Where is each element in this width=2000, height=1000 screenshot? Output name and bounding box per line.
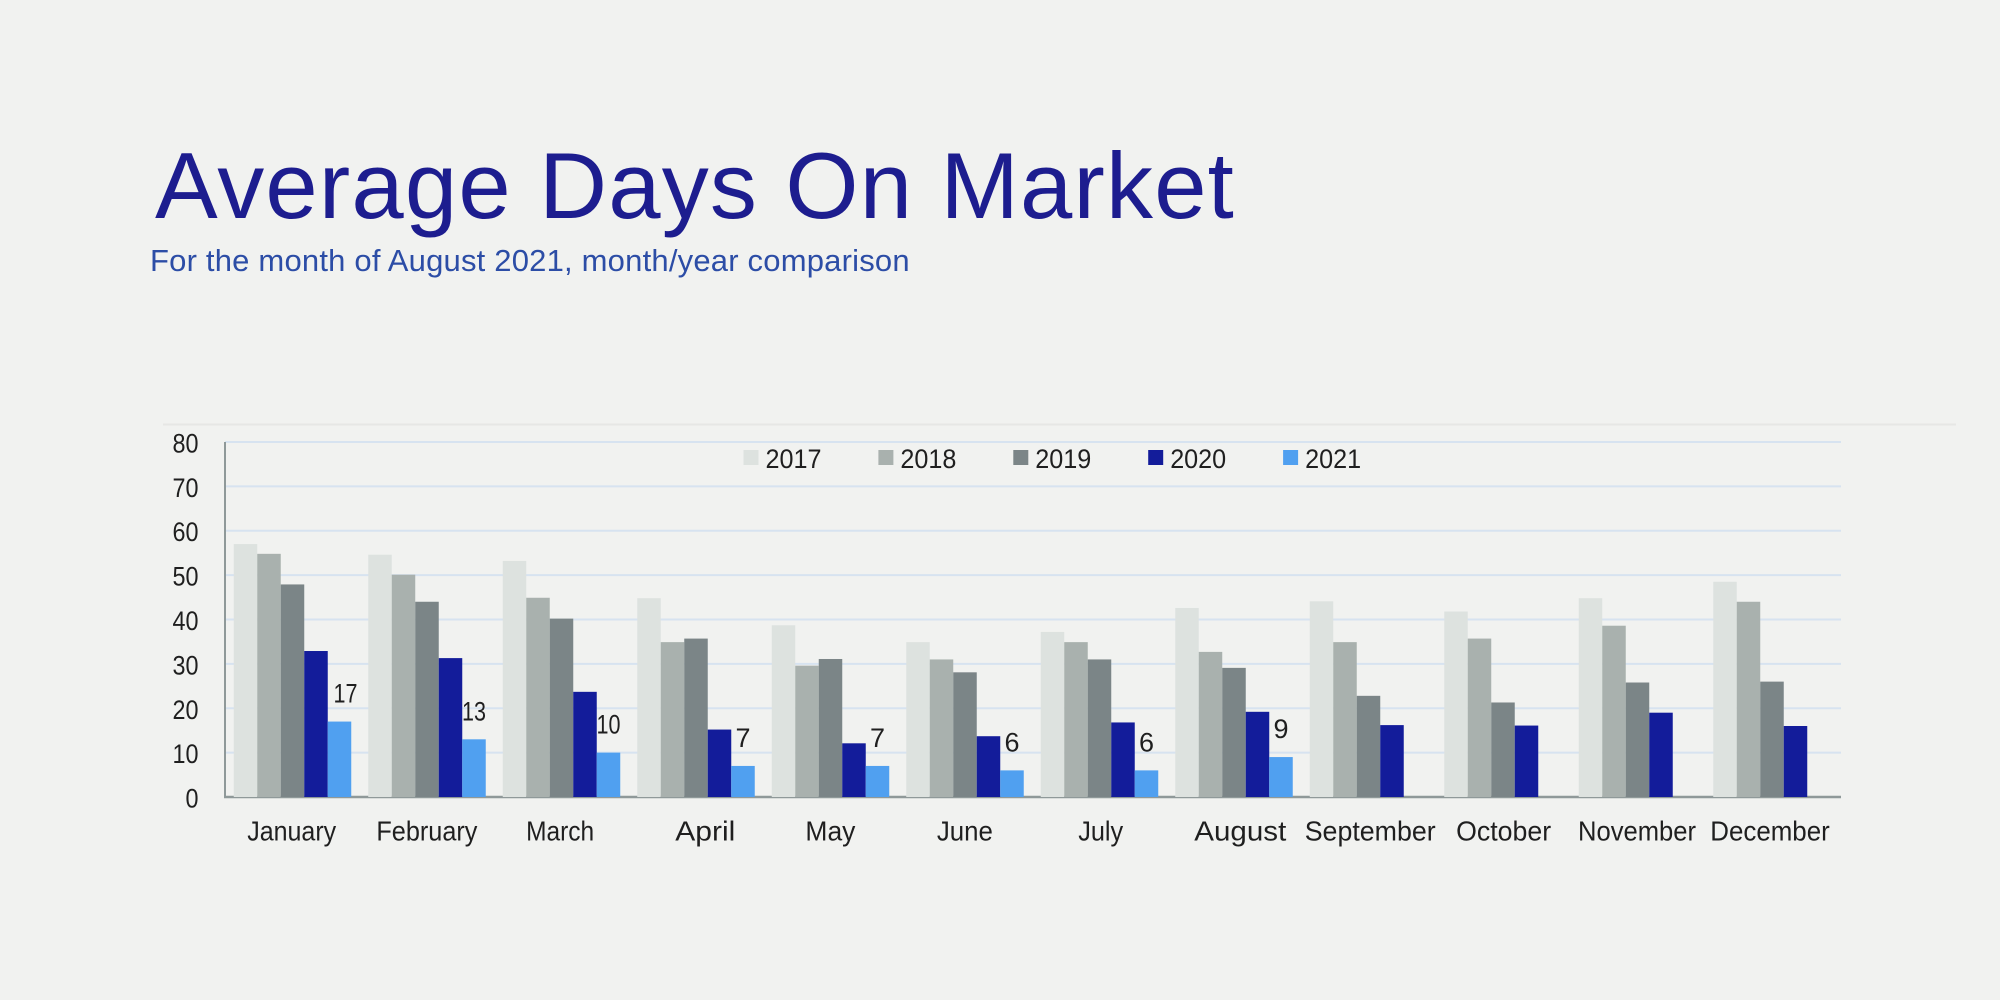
svg-text:40: 40 xyxy=(173,606,199,636)
svg-text:70: 70 xyxy=(173,473,199,503)
svg-text:November: November xyxy=(1578,816,1696,847)
svg-text:6: 6 xyxy=(1004,727,1019,757)
svg-text:7: 7 xyxy=(735,723,750,753)
svg-text:2019: 2019 xyxy=(1035,444,1091,474)
svg-text:9: 9 xyxy=(1273,714,1288,744)
svg-text:7: 7 xyxy=(870,723,885,753)
svg-text:August: August xyxy=(1194,816,1286,847)
svg-text:January: January xyxy=(247,816,336,847)
svg-text:17: 17 xyxy=(334,679,358,709)
svg-text:September: September xyxy=(1305,816,1436,847)
svg-text:February: February xyxy=(376,816,477,847)
svg-text:10: 10 xyxy=(173,739,199,769)
svg-text:2021: 2021 xyxy=(1305,444,1361,474)
svg-text:50: 50 xyxy=(173,562,199,592)
svg-text:October: October xyxy=(1456,816,1551,847)
svg-text:May: May xyxy=(805,816,855,847)
svg-text:April: April xyxy=(675,816,735,847)
svg-text:6: 6 xyxy=(1139,727,1154,757)
svg-text:30: 30 xyxy=(173,650,199,680)
svg-text:20: 20 xyxy=(173,695,199,725)
svg-text:July: July xyxy=(1078,816,1123,847)
svg-text:December: December xyxy=(1710,816,1830,847)
svg-text:June: June xyxy=(937,816,993,847)
svg-text:13: 13 xyxy=(462,696,486,726)
svg-text:March: March xyxy=(526,816,594,847)
svg-text:0: 0 xyxy=(186,784,199,814)
svg-text:80: 80 xyxy=(173,429,199,459)
svg-text:60: 60 xyxy=(173,517,199,547)
svg-text:2018: 2018 xyxy=(900,444,956,474)
svg-text:10: 10 xyxy=(597,710,621,740)
svg-text:2020: 2020 xyxy=(1170,444,1226,474)
svg-text:2017: 2017 xyxy=(766,444,822,474)
